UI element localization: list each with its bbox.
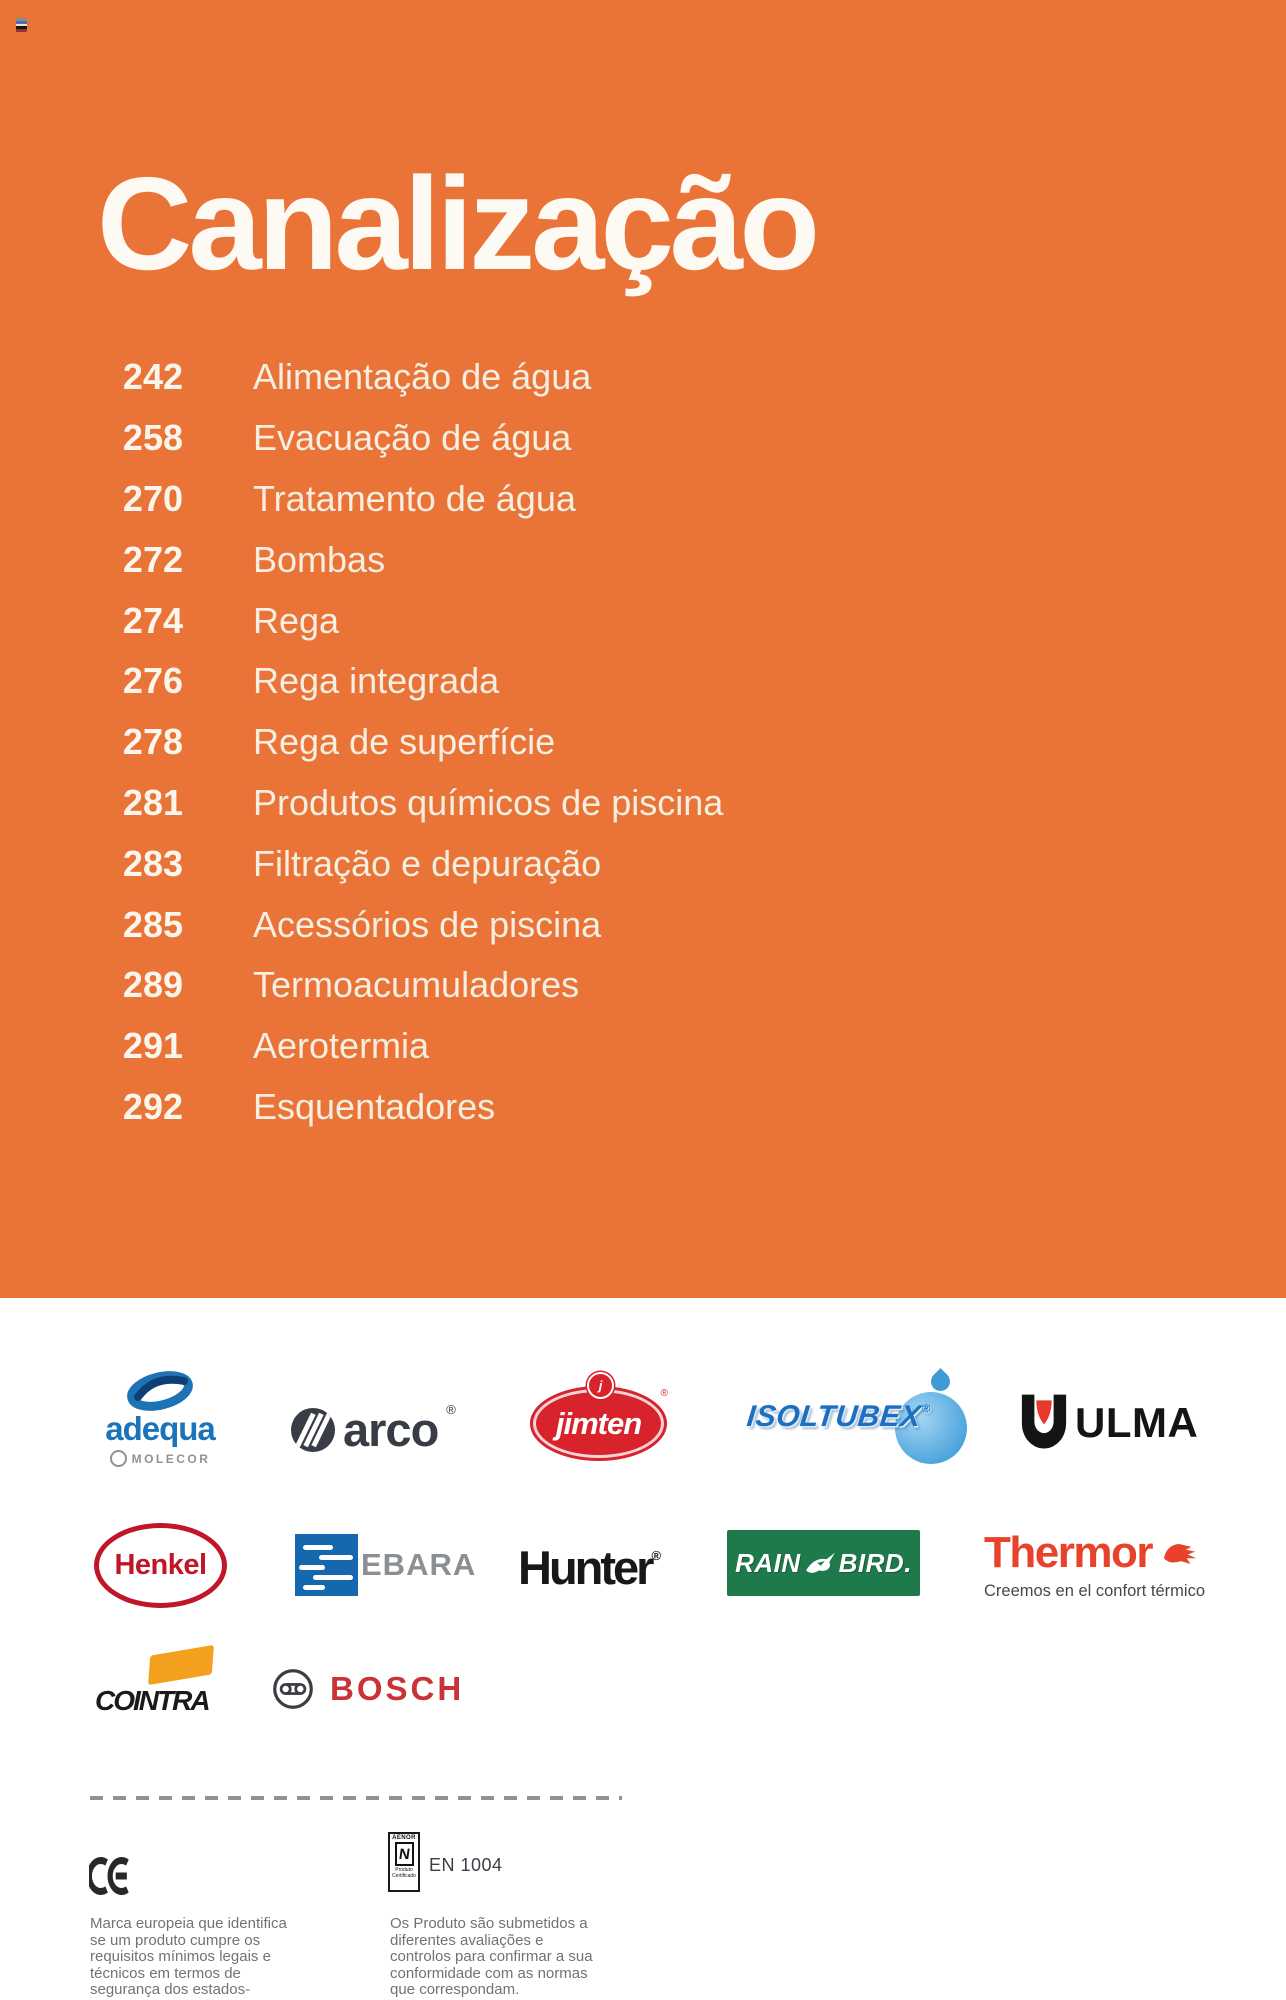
rainbird-logo: RAIN BIRD. (727, 1530, 920, 1596)
ebara-wordmark: EBARA (361, 1547, 477, 1582)
toc-item[interactable]: 285 Acessórios de piscina (95, 894, 723, 955)
isoltubex-waterdrop-icon (927, 1368, 954, 1395)
arco-stripes-icon (291, 1407, 335, 1452)
hunter-wordmark: Hunter (518, 1541, 654, 1594)
adequa-wordmark: adequa (105, 1410, 216, 1447)
toc-label: Filtração e depuração (253, 842, 602, 884)
toc-item[interactable]: 276 Rega integrada (95, 651, 723, 712)
toc-page-number: 289 (122, 964, 183, 1006)
cointra-flame-icon (148, 1644, 214, 1686)
cointra-wordmark: COINTRA (95, 1685, 211, 1716)
ce-description: Marca europeia que identifica se um prod… (90, 1915, 287, 2000)
registered-mark: ® (921, 1403, 932, 1415)
thermor-logo: Thermor Creemos en el confort térmico (984, 1531, 1205, 1601)
aenor-n-mark: N (394, 1842, 414, 1866)
toc-item[interactable]: 270 Tratamento de água (95, 469, 723, 530)
toc-label: Alimentação de água (253, 356, 592, 398)
toc-item[interactable]: 292 Esquentadores (95, 1077, 723, 1138)
aenor-sublabel: Produto Certificado (392, 1867, 416, 1880)
isoltubex-globe-icon (895, 1392, 967, 1464)
cointra-logo: COINTRA (95, 1644, 220, 1716)
toc-item[interactable]: 291 Aerotermia (95, 1016, 723, 1077)
toc-item[interactable]: 283 Filtração e depuração (95, 833, 723, 894)
ebara-logo: EBARA (295, 1534, 476, 1596)
thermor-wordmark: Thermor (984, 1528, 1153, 1577)
bosch-armature-icon (273, 1669, 313, 1709)
jimten-wordmark: jimten (555, 1405, 642, 1441)
aenor-badge-icon: AENOR N Produto Certificado (388, 1832, 420, 1892)
thermor-tagline: Creemos en el confort térmico (984, 1582, 1206, 1600)
rainbird-word-bird: BIRD. (838, 1547, 912, 1578)
toc-label: Termoacumuladores (253, 964, 580, 1006)
toc-item[interactable]: 289 Termoacumuladores (95, 955, 723, 1016)
ulma-u-drop-icon (1021, 1394, 1067, 1449)
molecor-wordmark: MOLECOR (131, 1451, 211, 1466)
toc-label: Produtos químicos de piscina (253, 781, 724, 823)
hunter-logo: Hunter® (518, 1540, 661, 1595)
toc-page-number: 272 (122, 538, 183, 580)
toc-page-number: 276 (122, 660, 183, 702)
rainbird-word-rain: RAIN (735, 1547, 801, 1578)
ce-mark-icon (89, 1857, 129, 1895)
isoltubex-logo: ISOLTUBEX® (745, 1368, 972, 1473)
en1004-label: EN 1004 (429, 1855, 503, 1875)
ulma-wordmark: ULMA (1075, 1399, 1199, 1446)
ebara-waves-icon (295, 1534, 358, 1596)
jimten-logo: j jimten ® (530, 1372, 670, 1467)
henkel-wordmark: Henkel (114, 1549, 207, 1581)
toc-page-number: 274 (122, 599, 183, 641)
adequa-swirl-icon (127, 1371, 193, 1411)
toc-label: Acessórios de piscina (253, 903, 602, 945)
toc-label: Tratamento de água (253, 477, 576, 519)
bosch-wordmark: BOSCH (330, 1670, 465, 1707)
toc-label: Esquentadores (253, 1085, 496, 1127)
toc-label: Rega integrada (253, 660, 500, 702)
hero-section: Canalização 242 Alimentação de água 258 … (0, 0, 1286, 1298)
registered-mark: ® (660, 1388, 668, 1399)
registered-mark: ® (651, 1548, 662, 1563)
toc-label: Rega de superfície (253, 721, 556, 763)
henkel-logo: Henkel (94, 1523, 227, 1608)
toc-item[interactable]: 242 Alimentação de água (95, 347, 723, 408)
dashed-divider (90, 1796, 622, 1800)
adequa-logo: adequa MOLECOR (85, 1370, 235, 1467)
toc-item[interactable]: 274 Rega (95, 590, 723, 651)
toc-item[interactable]: 278 Rega de superfície (95, 712, 723, 773)
bosch-logo: BOSCH (272, 1668, 464, 1710)
toc-page-number: 281 (122, 781, 183, 823)
toc-item[interactable]: 272 Bombas (95, 529, 723, 590)
toc-item[interactable]: 281 Produtos químicos de piscina (95, 773, 723, 834)
toc-page-number: 258 (122, 417, 183, 459)
toc-label: Aerotermia (253, 1025, 430, 1067)
page-marker-icon (16, 18, 27, 32)
toc-label: Evacuação de água (253, 417, 572, 459)
aenor-label: AENOR (392, 1835, 416, 1841)
page-title: Canalização (97, 150, 820, 298)
toc-page-number: 242 (122, 356, 183, 398)
toc-page-number: 278 (122, 721, 183, 763)
thermor-lion-icon (1163, 1543, 1197, 1564)
molecor-ring-icon (109, 1450, 127, 1467)
toc-page-number: 292 (122, 1085, 183, 1127)
toc-label: Rega (253, 599, 340, 641)
jimten-crest-icon: j (587, 1372, 614, 1399)
toc-label: Bombas (253, 538, 386, 580)
isoltubex-wordmark: ISOLTUBEX® (745, 1400, 932, 1433)
toc-page-number: 291 (122, 1025, 183, 1067)
toc-page-number: 283 (122, 842, 183, 884)
toc-page-number: 285 (122, 903, 183, 945)
en1004-description: Os Produto são submetidos a diferentes a… (390, 1915, 593, 1999)
toc-item[interactable]: 258 Evacuação de água (95, 408, 723, 469)
toc-page-number: 270 (122, 477, 183, 519)
registered-mark: ® (446, 1402, 456, 1417)
table-of-contents: 242 Alimentação de água 258 Evacuação de… (95, 347, 723, 1137)
rainbird-bird-icon (805, 1552, 835, 1573)
arco-logo: arco ® (291, 1402, 456, 1456)
arco-wordmark: arco (343, 1403, 439, 1456)
ulma-logo: ULMA (1019, 1393, 1198, 1454)
